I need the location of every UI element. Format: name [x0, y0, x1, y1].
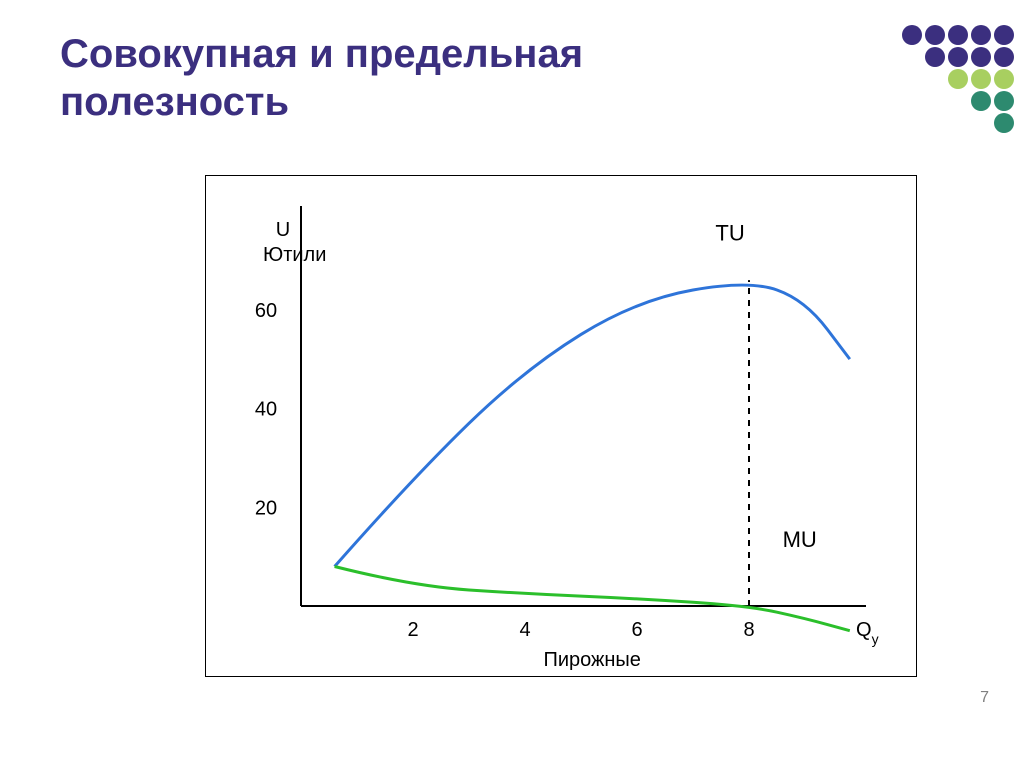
decoration-dot [994, 25, 1014, 45]
page-number: 7 [980, 689, 989, 707]
decoration-dot [902, 25, 922, 45]
curve-TU [335, 285, 850, 566]
x-tick-label: 4 [519, 619, 530, 641]
decoration-dot [994, 47, 1014, 67]
chart-frame: U Ютили 20 40 60 2 4 6 8 Qy Пирожные TU MU [205, 175, 917, 677]
corner-decoration [874, 25, 1014, 135]
decoration-dot [994, 113, 1014, 133]
curve-label-TU: TU [715, 221, 744, 246]
y-tick-label: 20 [255, 497, 277, 519]
decoration-dot [948, 25, 968, 45]
decoration-dot [994, 69, 1014, 89]
decoration-dot [971, 69, 991, 89]
decoration-dot [971, 91, 991, 111]
x-axis-title: Пирожные [543, 649, 641, 671]
decoration-dot [948, 47, 968, 67]
x-tick-label: 6 [631, 619, 642, 641]
x-tick-label: 8 [743, 619, 754, 641]
decoration-dot [971, 47, 991, 67]
curve-label-MU: MU [783, 527, 817, 552]
x-tick-label: 2 [407, 619, 418, 641]
decoration-dot [925, 47, 945, 67]
y-axis-label-2: Ютили [263, 244, 326, 266]
utility-chart: U Ютили 20 40 60 2 4 6 8 Qy Пирожные TU MU [206, 176, 916, 676]
y-axis-label-1: U [276, 219, 290, 241]
slide: Совокупная и предельная полезность U Ютил… [0, 0, 1024, 767]
y-tick-label: 40 [255, 399, 277, 421]
decoration-dot [925, 25, 945, 45]
decoration-dot [971, 25, 991, 45]
y-tick-label: 60 [255, 300, 277, 322]
decoration-dot [948, 69, 968, 89]
x-axis-label: Qy [856, 619, 879, 647]
decoration-dot [994, 91, 1014, 111]
slide-title: Совокупная и предельная полезность [60, 30, 760, 126]
